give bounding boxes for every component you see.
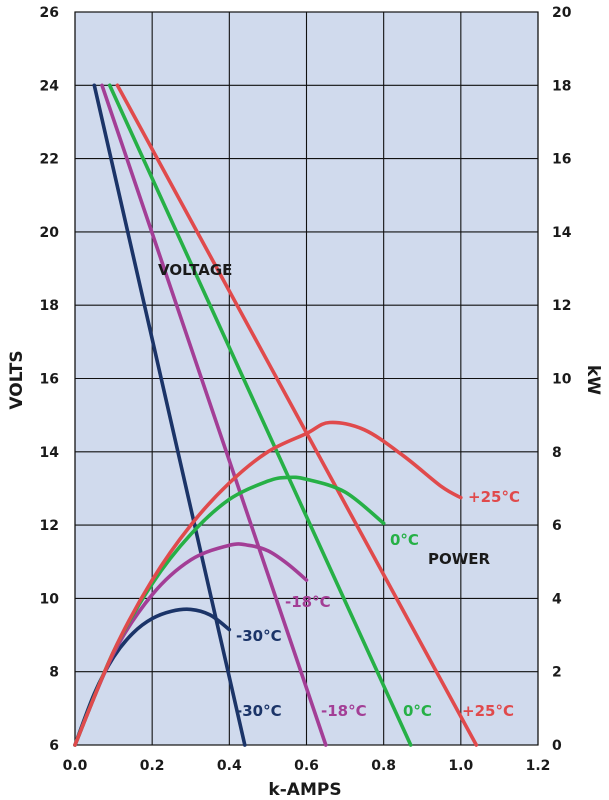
x-tick-label: 1.2 (526, 758, 551, 774)
y-left-tick-label: 8 (49, 665, 59, 681)
grid (74, 11, 539, 746)
y-left-tick-label: 24 (40, 78, 60, 94)
y-right-tick-labels: 0 2 4 6 8 10 12 14 16 18 20 (552, 5, 572, 754)
voltage-label: -30°C (236, 702, 282, 720)
y-right-axis-title: kW (583, 365, 603, 395)
y-right-tick-label: 2 (552, 665, 562, 681)
x-tick-label: 0.8 (371, 758, 396, 774)
y-left-tick-label: 20 (40, 225, 60, 241)
x-tick-label: 0.6 (294, 758, 319, 774)
y-left-tick-label: 26 (40, 5, 59, 21)
voltage-curve (92, 83, 247, 747)
annotation-voltage: VOLTAGE (158, 261, 232, 279)
voltage-label: +25°C (462, 702, 514, 720)
y-right-tick-label: 20 (552, 5, 572, 21)
voltage-label: -18°C (321, 702, 367, 720)
y-left-tick-label: 10 (40, 591, 60, 607)
y-left-tick-label: 6 (49, 738, 59, 754)
y-left-axis-title: VOLTS (7, 350, 27, 409)
voltage-curve (115, 83, 479, 747)
x-tick-labels: 0.0 0.2 0.4 0.6 0.8 1.0 1.2 (63, 758, 551, 774)
x-tick-label: 0.4 (217, 758, 242, 774)
power-label: -30°C (236, 627, 282, 645)
x-tick-label: 0.0 (63, 758, 88, 774)
y-right-tick-label: 0 (552, 738, 562, 754)
voltage-curve (107, 83, 413, 747)
curve-labels: -30°C -18°C 0°C +25°C-30°C-18°C0°C+25°C (236, 488, 520, 720)
x-tick-label: 1.0 (448, 758, 473, 774)
y-right-tick-label: 16 (552, 152, 571, 168)
y-right-tick-label: 4 (552, 591, 562, 607)
power-label: 0°C (390, 531, 419, 549)
y-left-tick-label: 22 (40, 152, 59, 168)
y-right-tick-label: 10 (552, 372, 572, 388)
voltage-label: 0°C (403, 702, 432, 720)
x-tick-label: 0.2 (140, 758, 165, 774)
x-axis-title: k-AMPS (268, 780, 341, 800)
y-left-tick-label: 14 (40, 445, 60, 461)
y-right-tick-label: 14 (552, 225, 572, 241)
y-right-tick-label: 18 (552, 78, 571, 94)
y-left-tick-label: 18 (40, 298, 59, 314)
y-left-tick-label: 12 (40, 518, 59, 534)
y-left-tick-label: 16 (40, 372, 59, 388)
y-left-tick-labels: 6 8 10 12 14 16 18 20 22 24 26 (40, 5, 60, 754)
annotation-power: POWER (428, 550, 491, 568)
y-right-tick-label: 6 (552, 518, 562, 534)
power-curve (73, 420, 463, 747)
y-right-tick-label: 12 (552, 298, 571, 314)
series-lines (73, 83, 479, 747)
power-label: -18°C (285, 593, 331, 611)
voltage-curve (100, 83, 328, 747)
y-right-tick-label: 8 (552, 445, 562, 461)
power-label: +25°C (468, 488, 520, 506)
